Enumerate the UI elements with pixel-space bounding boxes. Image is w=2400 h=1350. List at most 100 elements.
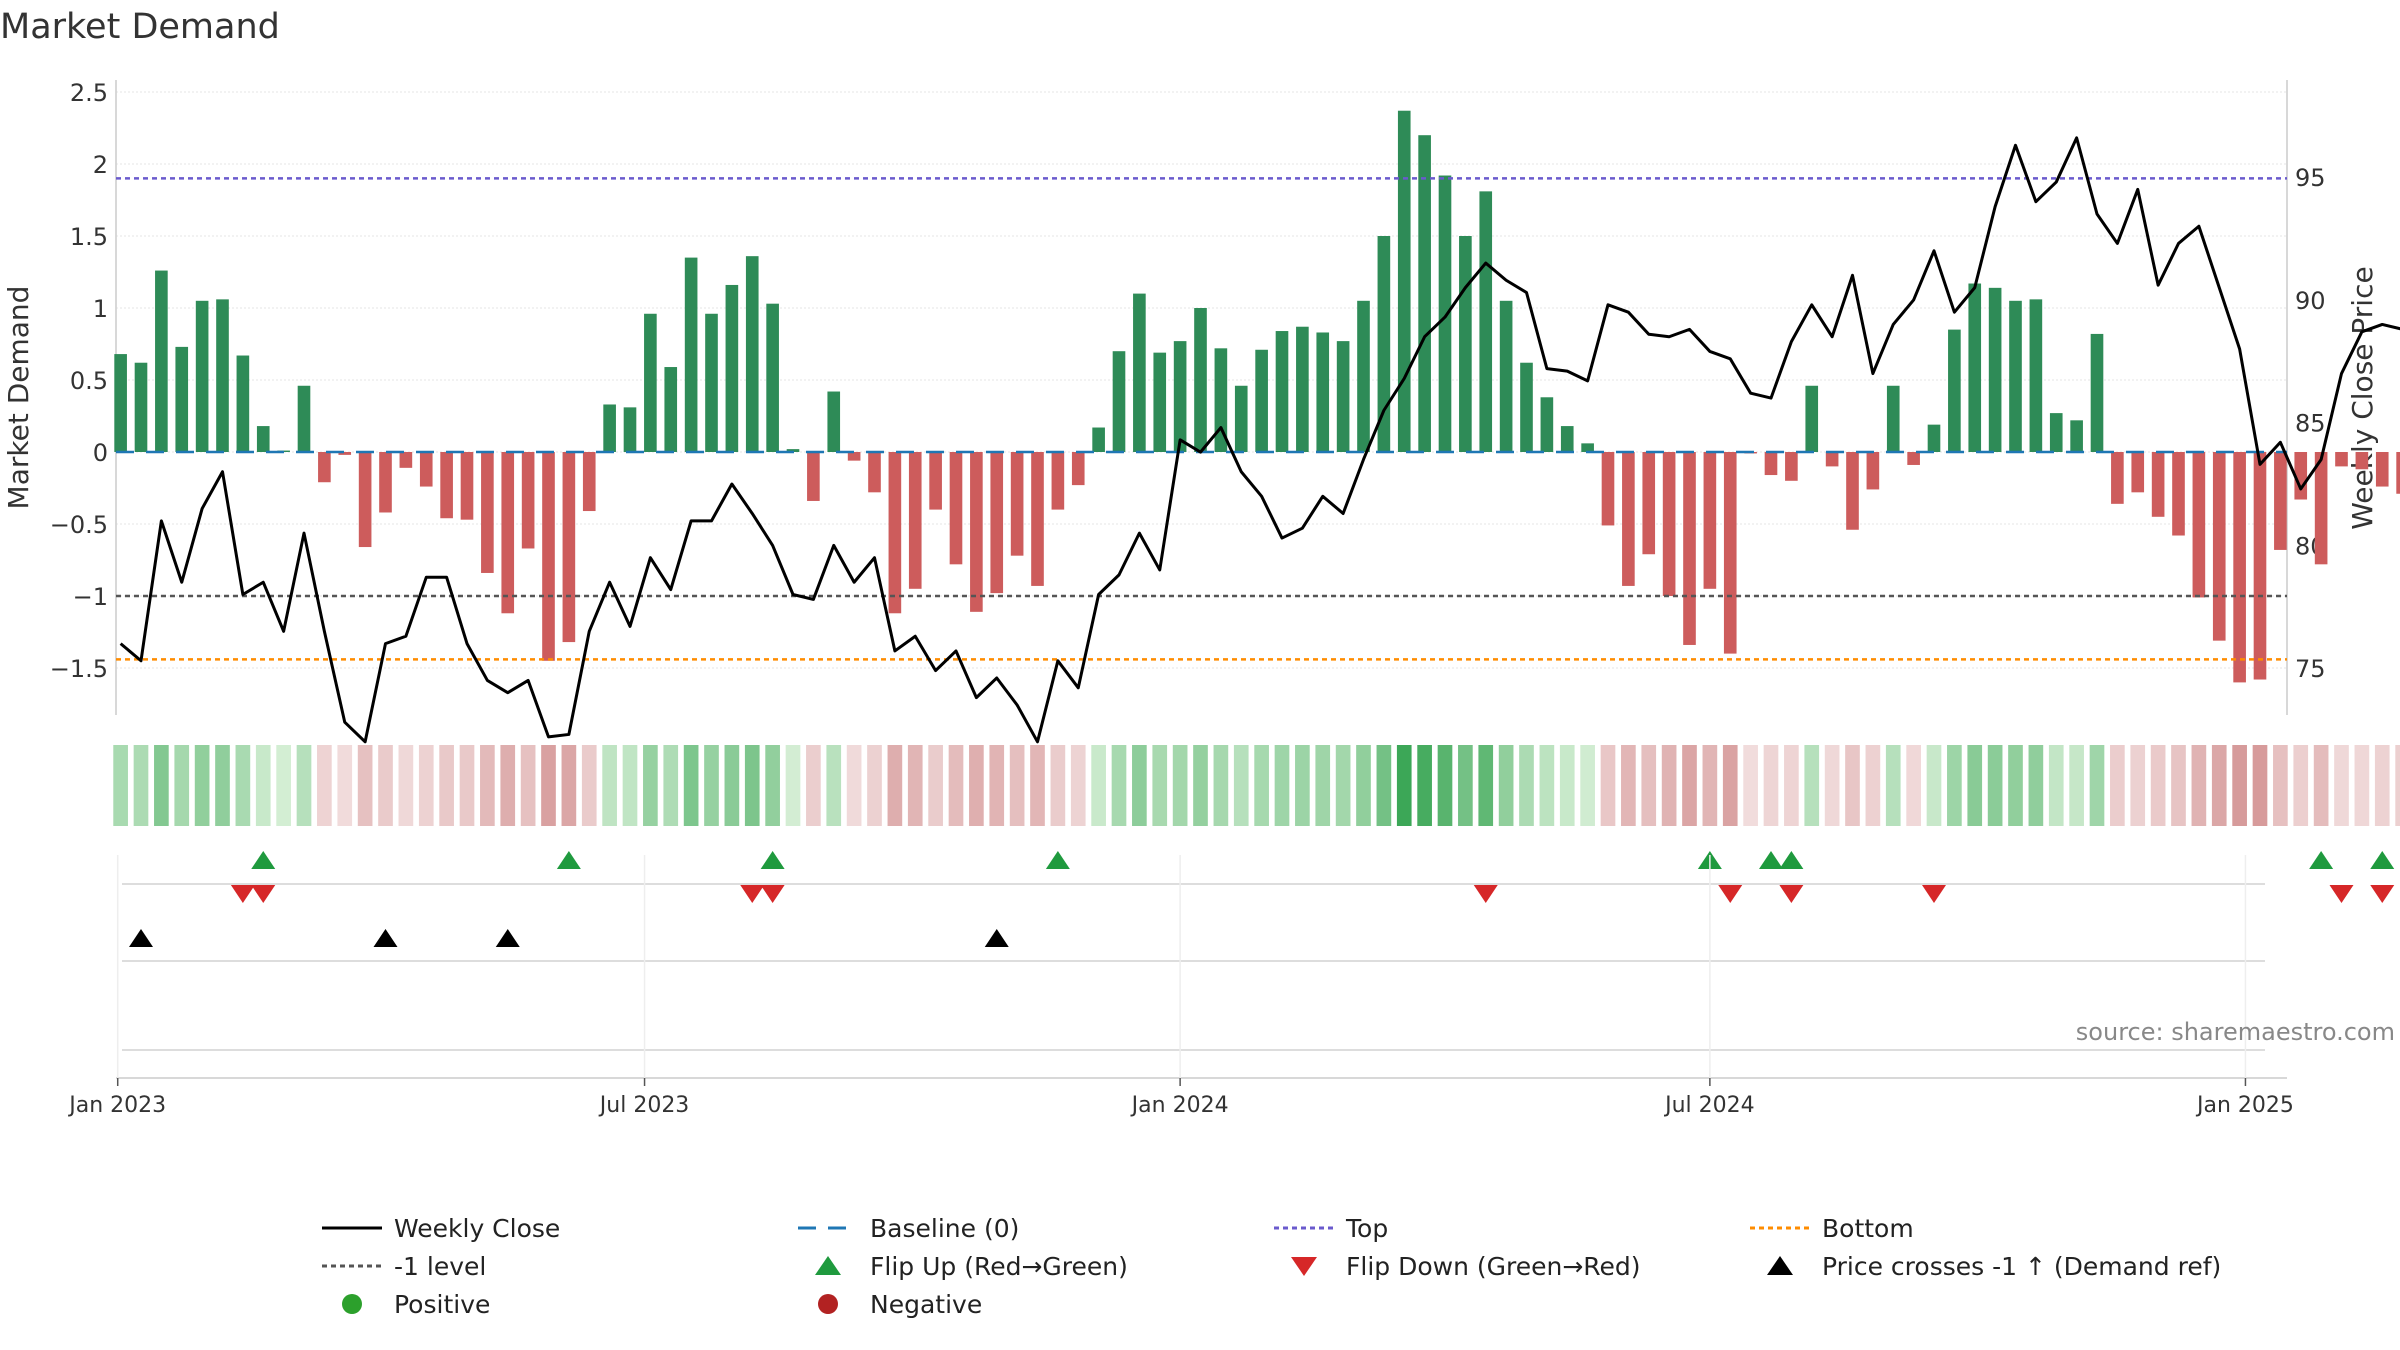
heat-strip-cell [2374,745,2390,826]
demand-bar [1581,443,1594,452]
demand-bar [1194,308,1207,452]
heat-strip-cell [785,745,801,826]
demand-bar [1051,452,1065,510]
heat-strip-cell [2008,745,2023,826]
legend-label: Positive [394,1290,490,1319]
heat-strip-cell [2110,745,2125,826]
demand-bar [2009,300,2022,452]
demand-bar [2294,452,2308,500]
demand-bar [1296,326,1309,452]
demand-bar [847,452,861,461]
y-tick-label-left: 0 [93,439,108,467]
x-tick-label: Jul 2024 [1663,1093,1755,1118]
demand-bar [1988,287,2002,452]
demand-bar [562,452,576,643]
demand-bar [2253,452,2267,680]
heat-strip-cell [1845,745,1860,826]
heat-strip-cell [1906,745,1921,826]
demand-bar [1071,452,1085,486]
y-tick-label-left: 0.5 [70,367,108,395]
heat-strip-cell [1437,745,1453,826]
heat-strip-cell [1784,745,1799,826]
heat-strip-cell [1519,745,1534,826]
heat-strip-cell [1152,745,1168,826]
heat-strip-cell [1274,745,1290,826]
demand-bar [1112,351,1126,452]
heat-strip-cell [1356,745,1371,826]
demand-bar [1377,236,1391,452]
heat-strip-cell [1070,745,1086,826]
heat-strip-cell [2048,745,2064,826]
demand-bar [868,452,881,493]
legend-symbol [1767,1256,1793,1275]
demand-bar [1683,452,1696,645]
demand-bar [1255,349,1268,452]
heat-strip-cell [683,745,699,826]
demand-bar [338,452,352,455]
legend-label: Bottom [1822,1214,1914,1243]
demand-bar [2396,452,2400,494]
demand-bar [1275,331,1289,452]
price-cross-marker [984,929,1009,947]
heat-strip-cell [1030,745,1045,826]
legend-label: Flip Up (Red→Green) [870,1252,1128,1281]
heat-strip-cell [1539,745,1555,826]
demand-bar [623,407,637,452]
heat-strip-cell [1967,745,1983,826]
demand-bar [2070,420,2083,452]
demand-bar [1336,341,1350,452]
price-cross-marker [495,929,520,947]
demand-bar [1234,385,1248,452]
demand-bar [1092,427,1105,452]
demand-bar [1622,452,1635,586]
heat-strip-cell [1111,745,1127,826]
heat-strip-cell [1396,745,1412,826]
heat-strip-cell [439,745,454,826]
heat-strip-cell [724,745,740,826]
y-tick-label-left: −1 [73,583,108,611]
demand-bar [256,426,270,452]
heat-strip-cell [317,745,332,826]
heat-strip-cell [2130,745,2146,826]
y-tick-label-left: 2.5 [70,79,108,107]
demand-bar [1173,341,1187,452]
demand-bar [888,452,902,614]
demand-bar [1397,110,1411,452]
heat-strip-cell [2211,745,2227,826]
demand-bar [358,452,372,548]
heat-strip-cell [1335,745,1351,826]
heat-strip-cell [1824,745,1840,826]
heat-strip-cell [215,745,230,826]
demand-bar [1866,452,1880,490]
demand-bar [2111,452,2124,504]
heat-strip-cell [113,745,128,826]
demand-bar [318,452,331,483]
heat-strip-cell [867,745,882,826]
heat-strip-cell [296,745,312,826]
heat-strip-cell [1559,745,1575,826]
heat-strip-cell [276,745,291,826]
heat-strip-cell [1600,745,1616,826]
demand-bar [664,367,678,452]
demand-bar [460,452,474,520]
legend-label: Weekly Close [394,1214,560,1243]
demand-bar [1459,236,1472,452]
heat-strip-cell [398,745,414,826]
demand-bar [1133,293,1146,452]
heat-strip-cell [1641,745,1657,826]
price-cross-marker [129,929,153,947]
flip-up-marker [1045,851,1070,869]
heat-strip-cell [1091,745,1106,826]
demand-bar [827,391,841,452]
heat-strip-cell [2089,745,2105,826]
demand-bar [1316,332,1330,452]
heat-strip-cell [357,745,373,826]
demand-bar [1560,426,1574,452]
heat-strip-cell [1926,745,1942,826]
demand-bar [1418,135,1431,452]
demand-bar [2151,452,2165,517]
price-cross-marker [373,929,398,947]
legend-label: Price crosses -1 ↑ (Demand ref) [1822,1252,2221,1281]
x-axis-ticks: Jan 2023 Jul 2023 Jan 2024 Jul 2024 Jan 2025… [67,855,2294,1118]
y-tick-label-right: 90 [2295,287,2326,315]
